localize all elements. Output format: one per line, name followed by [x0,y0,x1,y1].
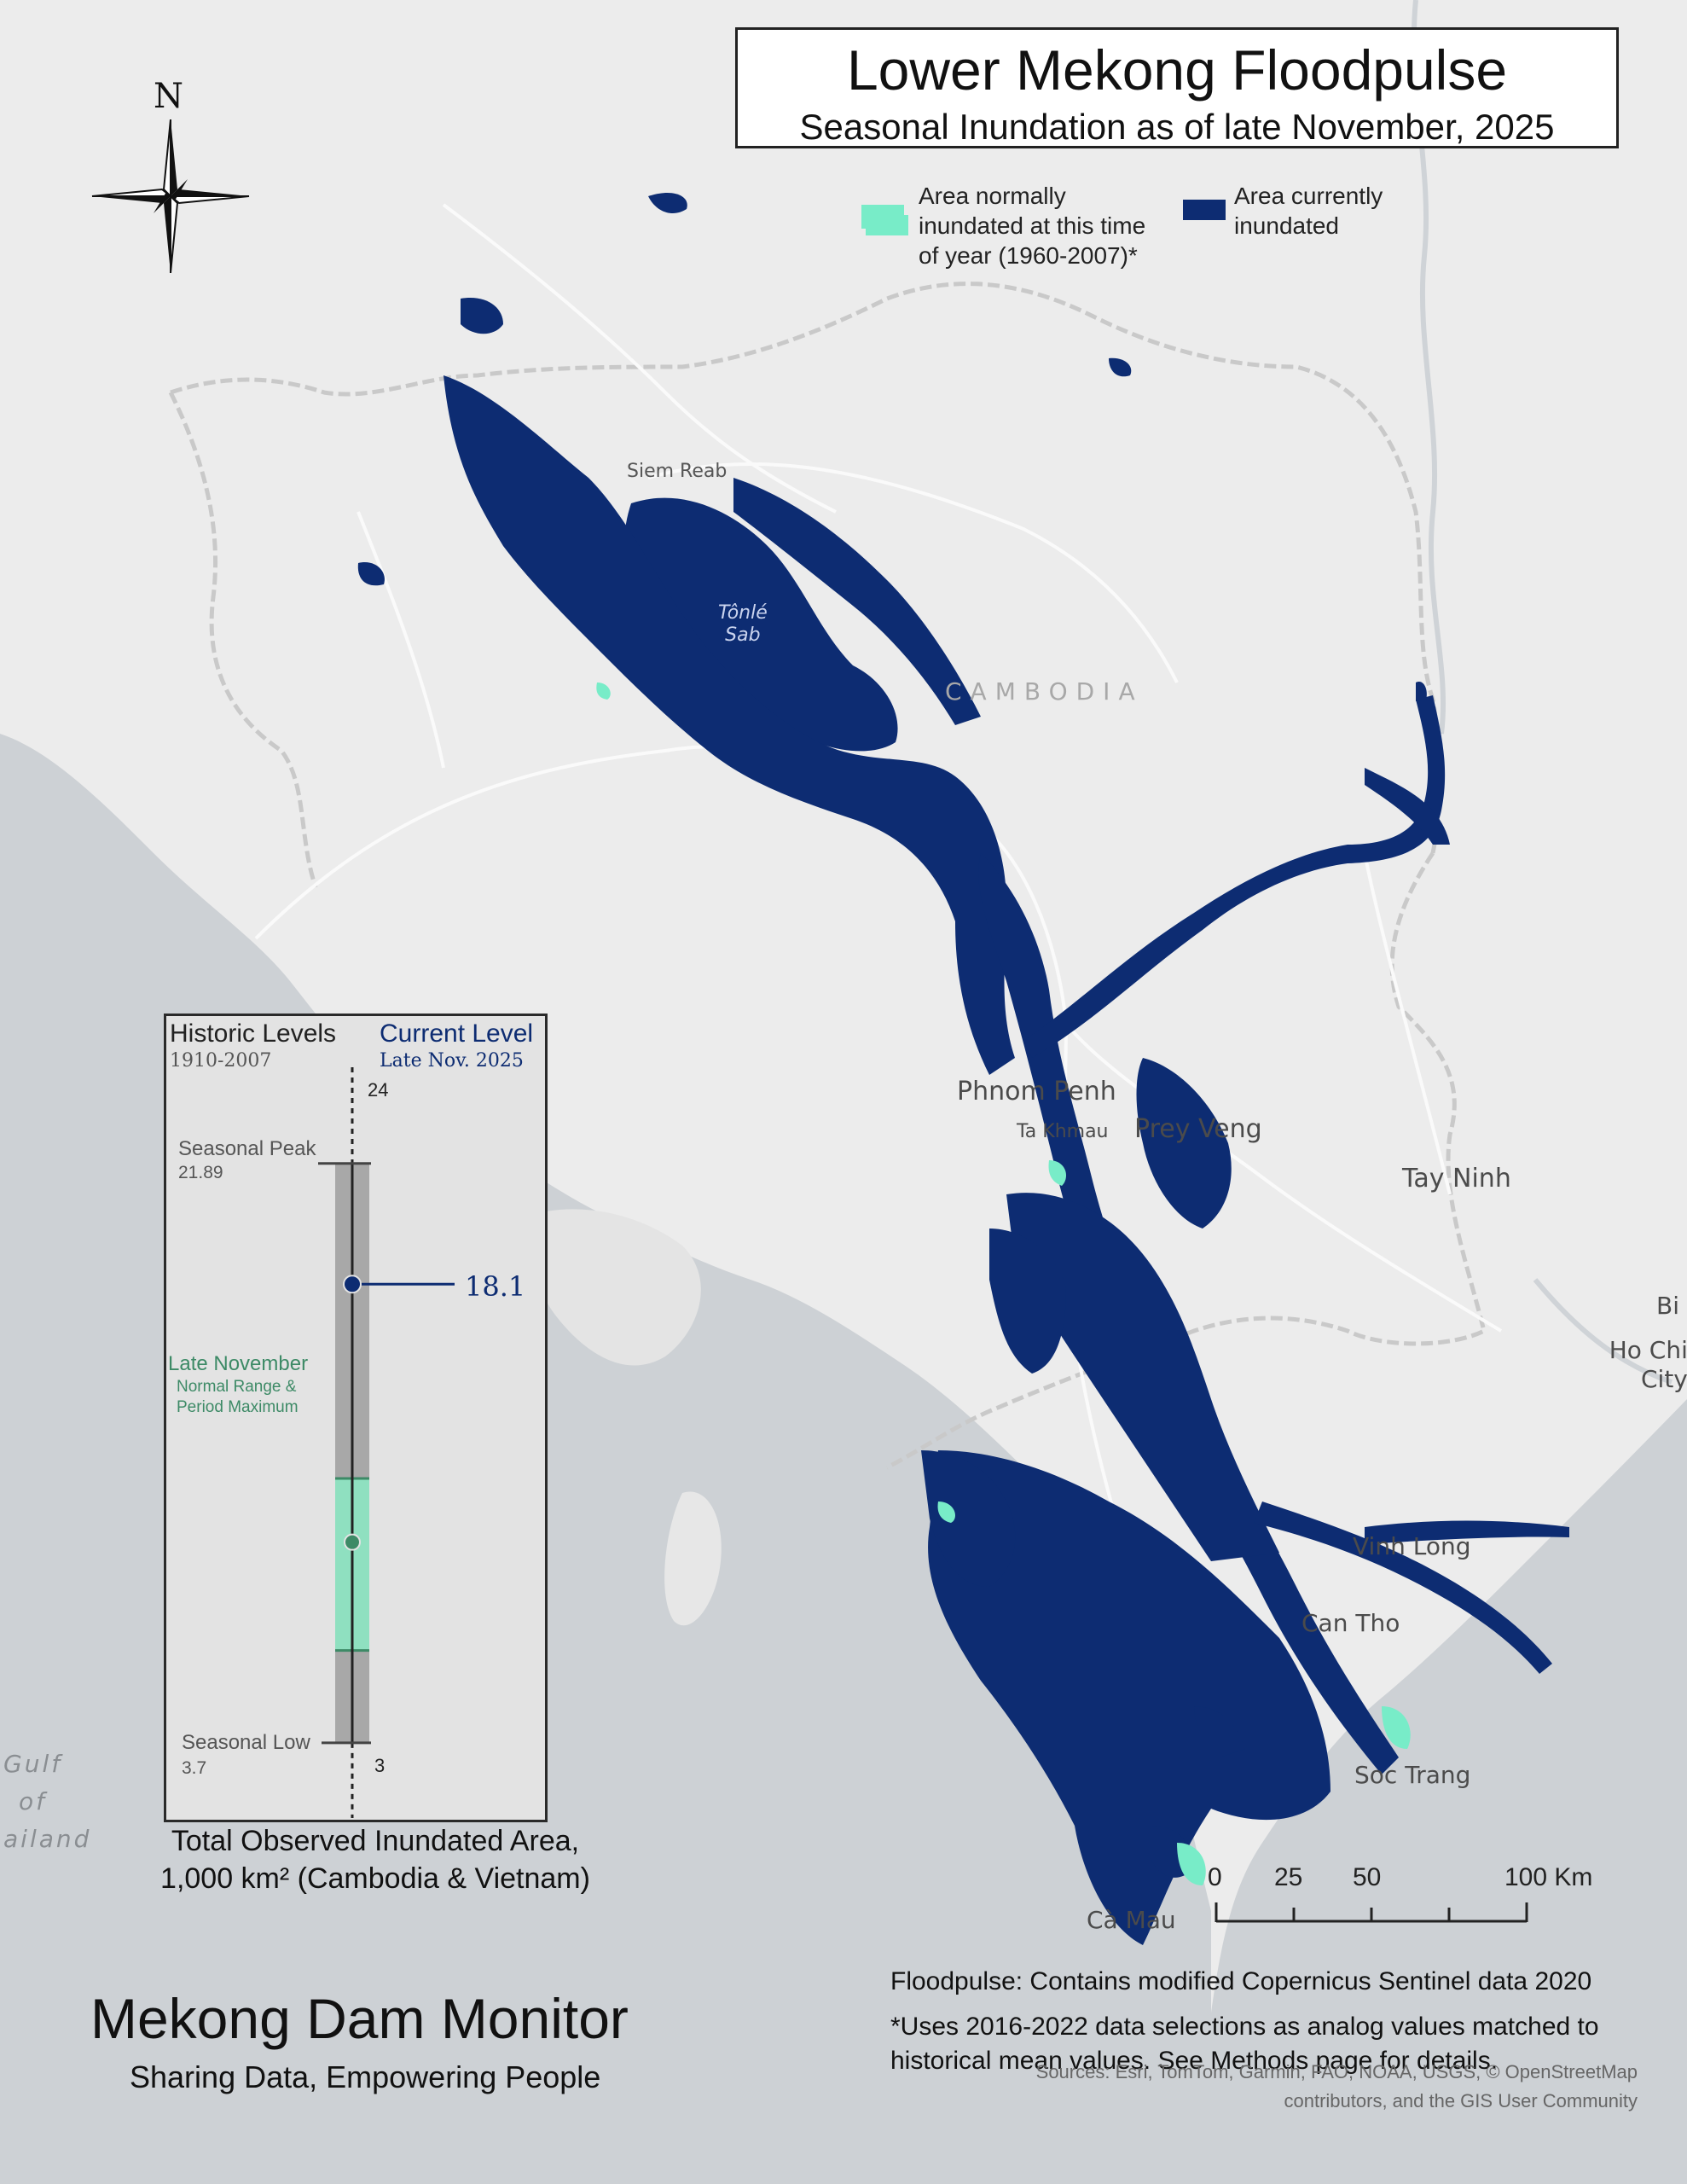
north-label: N [154,77,183,116]
place-label-ca-mau: Cà Mau [1087,1906,1176,1934]
current-level-marker [343,1275,362,1294]
current-period-label: Late Nov. 2025 [380,1050,524,1072]
brand-tagline: Sharing Data, Empowering People [130,2059,601,2094]
floodpulse-credit: Floodpulse: Contains modified Copernicus… [890,1967,1592,1995]
place-label-vinh-long: Vinh Long [1353,1532,1471,1560]
legend-label-current: Area currently inundated [1234,183,1383,239]
legend-swatch-current [1183,200,1226,220]
scale-tick-25: 25 [1274,1863,1303,1891]
brand-name: Mekong Dam Monitor [90,1987,629,2050]
seasonal-peak-value: 21.89 [178,1163,223,1182]
place-label-gulf-of-thailand: Gulf of ailand [3,1750,92,1853]
historic-period-label: 1910-2007 [170,1050,272,1072]
east-sea-water [1194,1399,1687,2184]
normal-range-label: Late November [168,1352,309,1375]
coast-land [534,1209,701,1366]
place-label-tay-ninh: Tay Ninh [1402,1164,1511,1194]
seasonal-peak-label: Seasonal Peak [178,1137,316,1160]
historic-levels-label: Historic Levels [170,1019,337,1048]
country-border [885,851,1487,1470]
gauge-graphic [318,1067,455,1818]
place-label-bien-hoa: Bi [1656,1292,1679,1320]
scale-bar-graphic [1215,1902,1528,1923]
place-label-phnom-penh: Phnom Penh [957,1077,1116,1107]
normal-range-sublabel-2: Period Maximum [177,1398,299,1416]
map-title: Lower Mekong Floodpulse [846,38,1508,102]
methods-note: *Uses 2016-2022 data selections as analo… [890,2013,1599,2075]
axis-top-label: 24 [368,1079,389,1101]
place-label-can-tho: Can Tho [1301,1609,1400,1637]
title-panel: Lower Mekong Floodpulse Seasonal Inundat… [735,27,1619,148]
compass-rose-icon [91,119,250,273]
country-border [168,391,318,888]
basemap-sources: Sources: Esri, TomTom, Garmin, FAO, NOAA… [1035,2061,1638,2111]
legend-label-normal: Area normally inundated at this time of … [919,183,1146,269]
axis-bottom-label: 3 [374,1755,386,1776]
current-value-label: 18.1 [465,1270,526,1303]
scale-tick-100: 100 Km [1504,1863,1593,1891]
chart-caption: Total Observed Inundated Area, 1,000 km²… [160,1825,590,1895]
current-level-label: Current Level [380,1019,534,1048]
legend-swatch-normal [866,215,908,235]
legend: Area normally inundated at this time of … [866,181,1463,275]
island [664,1491,722,1626]
north-arrow: N [85,77,256,282]
normal-mean-marker [344,1533,361,1551]
country-border [170,282,1441,854]
seasonal-low-label: Seasonal Low [182,1731,310,1754]
map-subtitle: Seasonal Inundation as of late November,… [799,107,1555,147]
place-label-ho-chi-minh: Ho Chi City [1609,1336,1687,1393]
place-label-prey-veng: Prey Veng [1134,1114,1262,1144]
inundation-level-chart: Historic Levels 1910-2007 Current Level … [164,1014,548,1822]
inundated-area [357,192,1569,1945]
scale-tick-50: 50 [1353,1863,1382,1891]
place-label-ta-khmau: Ta Khmau [1017,1121,1109,1142]
normal-range-sublabel-1: Normal Range & [177,1378,297,1396]
place-label-cambodia: CAMBODIA [945,677,1144,706]
place-label-tonle-sap: Tônlé Sab [718,602,768,646]
place-label-siem-reap: Siem Reab [627,461,728,482]
place-label-soc-trang: Soc Trang [1354,1761,1471,1789]
scale-bar: 0 25 50 100 Km [1194,1856,1620,1925]
seasonal-low-value: 3.7 [182,1758,207,1778]
scale-tick-0: 0 [1208,1863,1222,1891]
